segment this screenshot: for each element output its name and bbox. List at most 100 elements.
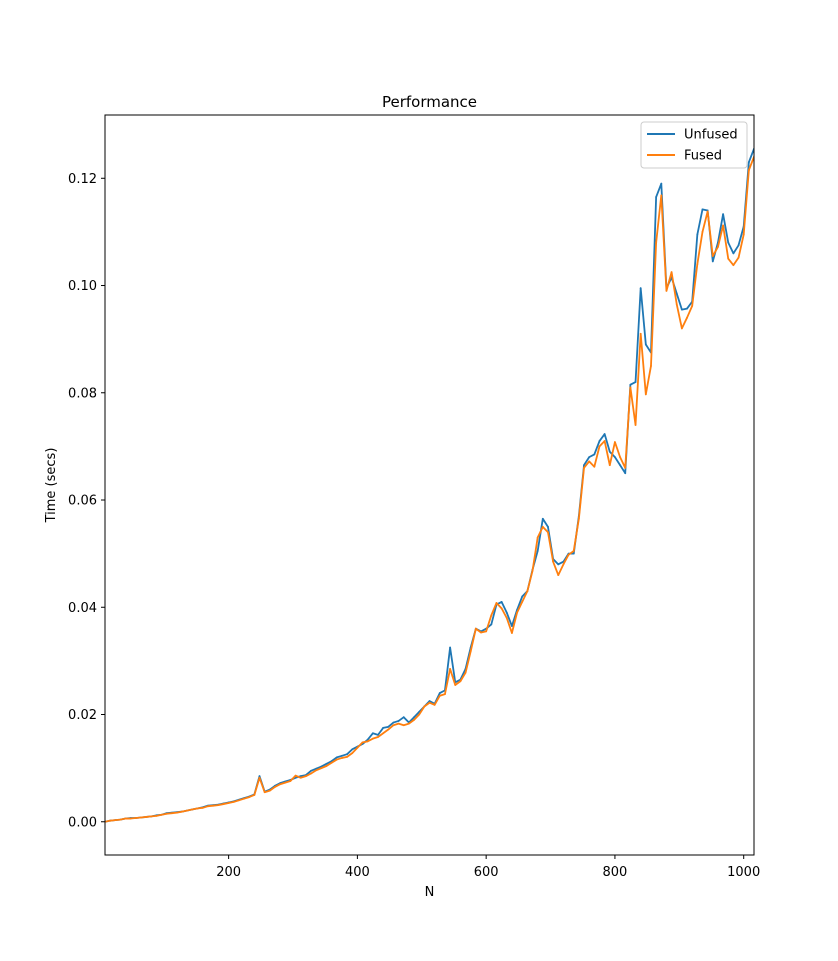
data-point-fused	[392, 724, 395, 727]
data-point-fused	[227, 802, 230, 804]
data-point-fused	[490, 614, 493, 617]
data-point-fused	[382, 732, 385, 735]
data-point-fused	[428, 701, 431, 704]
data-point-unfused	[438, 692, 441, 694]
data-point-fused	[335, 758, 338, 761]
y-tick-label: 0.00	[68, 815, 97, 830]
data-point-unfused	[593, 453, 596, 456]
y-axis: 0.00 0.02 0.04 0.06 0.08 0.10 0.12	[68, 172, 105, 830]
data-point-unfused	[619, 464, 621, 467]
data-point-unfused	[624, 472, 627, 475]
data-point-fused	[114, 819, 117, 822]
data-point-unfused	[639, 287, 642, 290]
data-point-unfused	[644, 343, 647, 346]
data-point-unfused	[258, 775, 261, 778]
data-point-fused	[160, 813, 163, 816]
data-point-fused	[222, 803, 225, 805]
data-point-fused	[413, 718, 415, 721]
data-point-fused	[655, 241, 658, 244]
data-point-unfused	[583, 464, 585, 467]
data-point-fused	[304, 775, 307, 778]
data-point-fused	[737, 256, 740, 259]
data-point-unfused	[371, 732, 374, 735]
data-point-unfused	[505, 611, 508, 614]
data-point-fused	[691, 305, 694, 307]
data-point-fused	[176, 811, 179, 814]
series-group	[105, 147, 754, 823]
data-point-fused	[207, 805, 209, 808]
y-tick-label: 0.12	[68, 172, 97, 187]
data-point-fused	[511, 632, 513, 634]
data-point-unfused	[536, 550, 539, 552]
data-point-fused	[588, 460, 591, 463]
data-point-fused	[577, 517, 580, 520]
data-point-fused	[140, 816, 142, 819]
data-point-fused	[351, 752, 354, 755]
data-point-fused	[454, 684, 457, 686]
data-point-fused	[325, 765, 328, 767]
data-point-unfused	[547, 525, 549, 528]
data-point-fused	[165, 812, 168, 815]
data-point-fused	[423, 705, 426, 708]
legend-label-unfused: Unfused	[684, 128, 738, 143]
data-point-fused	[650, 365, 652, 367]
data-point-fused	[346, 755, 348, 758]
x-tick-label: 600	[474, 865, 499, 880]
data-point-unfused	[737, 244, 740, 247]
data-point-unfused	[598, 440, 601, 442]
y-tick-label: 0.08	[68, 386, 97, 401]
y-tick-label: 0.06	[68, 494, 97, 509]
data-point-fused	[732, 264, 735, 267]
series-points-fused	[105, 155, 754, 823]
data-point-unfused	[325, 762, 328, 765]
data-point-fused	[444, 693, 446, 696]
data-point-fused	[232, 801, 235, 803]
data-point-unfused	[521, 595, 524, 598]
data-point-fused	[263, 791, 266, 794]
data-point-fused	[629, 386, 632, 389]
data-point-fused	[680, 327, 683, 330]
data-point-unfused	[634, 381, 637, 383]
data-point-unfused	[711, 260, 714, 263]
data-point-unfused	[428, 700, 431, 702]
data-point-fused	[294, 774, 297, 777]
data-point-unfused	[727, 241, 730, 244]
data-point-fused	[521, 601, 524, 603]
data-point-fused	[711, 255, 714, 257]
data-point-fused	[217, 804, 220, 807]
data-point-unfused	[511, 625, 513, 627]
data-point-fused	[639, 332, 642, 335]
data-point-fused	[361, 741, 364, 744]
data-point-fused	[717, 246, 719, 248]
data-point-unfused	[696, 233, 699, 236]
data-point-unfused	[397, 720, 400, 722]
data-point-fused	[531, 569, 534, 572]
data-point-unfused	[675, 292, 678, 295]
data-point-fused	[387, 728, 390, 731]
y-axis-label: Time (secs)	[44, 448, 59, 524]
data-point-fused	[320, 767, 323, 770]
data-point-unfused	[377, 733, 379, 736]
data-point-fused	[186, 809, 189, 812]
data-point-fused	[418, 713, 421, 716]
data-point-fused	[644, 393, 647, 396]
data-point-fused	[583, 466, 585, 469]
data-point-fused	[541, 525, 544, 528]
data-point-unfused	[747, 161, 750, 164]
data-point-unfused	[310, 769, 312, 772]
data-point-fused	[562, 563, 565, 566]
data-point-fused	[310, 772, 312, 775]
data-point-fused	[248, 796, 251, 798]
data-point-fused	[289, 780, 292, 782]
data-point-fused	[284, 781, 287, 784]
data-point-fused	[505, 617, 508, 619]
data-point-fused	[109, 819, 112, 822]
data-point-fused	[696, 263, 699, 265]
data-point-fused	[274, 786, 276, 788]
data-point-fused	[201, 806, 204, 809]
y-tick-label: 0.02	[68, 708, 97, 723]
data-point-fused	[464, 671, 467, 674]
data-point-fused	[366, 740, 369, 743]
data-point-unfused	[732, 252, 735, 255]
